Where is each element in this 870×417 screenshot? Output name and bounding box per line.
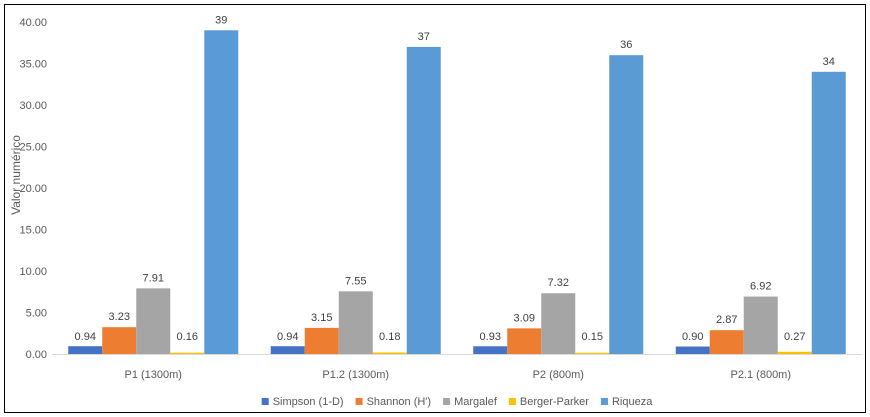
bar [68,346,103,354]
bar [204,30,239,355]
legend-swatch [508,398,516,405]
bar [372,352,407,354]
legend-swatch [443,398,451,405]
x-axis-ticks: P1 (1300m) P1.2 (1300m) P2 (800m) P2.1 (800… [125,369,792,381]
bar [270,346,305,354]
x-tick-label: P2.1 (800m) [730,369,791,381]
legend: Simpson (1-D) Shannon (H') Margalef Berger-… [261,396,653,408]
bar [743,296,778,354]
legend-item: Margalef [443,396,498,408]
data-label: 0.94 [75,331,96,343]
bar [102,327,137,354]
bar [575,352,610,354]
bar [811,71,846,355]
legend-label: Margalef [454,396,498,408]
data-label: 6.92 [750,281,771,293]
y-tick-label: 20.00 [19,183,47,195]
legend-item: Shannon (H') [355,396,431,408]
data-label: 37 [418,31,430,43]
legend-item: Simpson (1-D) [261,396,344,408]
bar [473,346,508,354]
bar [777,351,812,354]
bar [709,330,744,354]
data-label: 0.18 [379,331,400,343]
y-axis-ticks: 0.00 5.00 10.00 15.00 20.00 25.00 30.00 35.00 40… [19,17,47,361]
data-label: 39 [215,14,227,26]
bar [609,55,644,354]
bar [338,291,373,354]
y-tick-label: 30.00 [19,100,47,112]
data-label: 0.16 [177,331,198,343]
data-label: 2.87 [716,314,737,326]
legend-swatch [355,398,363,405]
legend-label: Shannon (H') [367,396,431,408]
legend-swatch [261,398,269,405]
legend-item: Riqueza [600,396,653,408]
data-label: 3.09 [514,312,535,324]
bar [675,346,710,354]
y-axis-title: Valor numérico [9,135,23,215]
data-label: 36 [620,39,632,51]
data-label: 0.93 [480,331,501,343]
data-label: 3.23 [109,311,130,323]
legend-label: Simpson (1-D) [273,396,344,408]
legend-label: Berger-Parker [520,396,589,408]
legend-label: Riqueza [612,396,653,408]
data-label: 7.55 [345,275,366,287]
bar [304,327,339,354]
data-label: 3.15 [311,312,332,324]
bar [406,46,441,355]
data-label: 34 [823,56,835,68]
y-tick-label: 0.00 [26,349,47,361]
y-tick-label: 5.00 [26,308,47,320]
y-tick-label: 10.00 [19,266,47,278]
x-tick-label: P1.2 (1300m) [322,369,389,381]
y-tick-label: 40.00 [19,17,47,29]
bar [541,293,576,354]
y-tick-label: 25.00 [19,142,47,154]
x-tick-label: P1 (1300m) [125,369,182,381]
bar [136,288,171,354]
data-label: 7.91 [143,272,164,284]
legend-swatch [600,398,608,405]
bar [507,328,542,354]
data-label: 0.27 [784,331,805,343]
legend-item: Berger-Parker [508,396,589,408]
bars [68,30,846,355]
bar [170,352,205,354]
data-label: 7.32 [548,277,569,289]
data-labels: 0.94 3.23 7.91 0.16 39 0.94 3.15 7.55 0.18 37 0.93… [75,14,835,343]
data-label: 0.15 [582,331,603,343]
y-tick-label: 35.00 [19,59,47,71]
data-label: 0.94 [277,331,298,343]
x-tick-label: P2 (800m) [533,369,584,381]
data-label: 0.90 [682,331,703,343]
y-tick-label: 15.00 [19,225,47,237]
